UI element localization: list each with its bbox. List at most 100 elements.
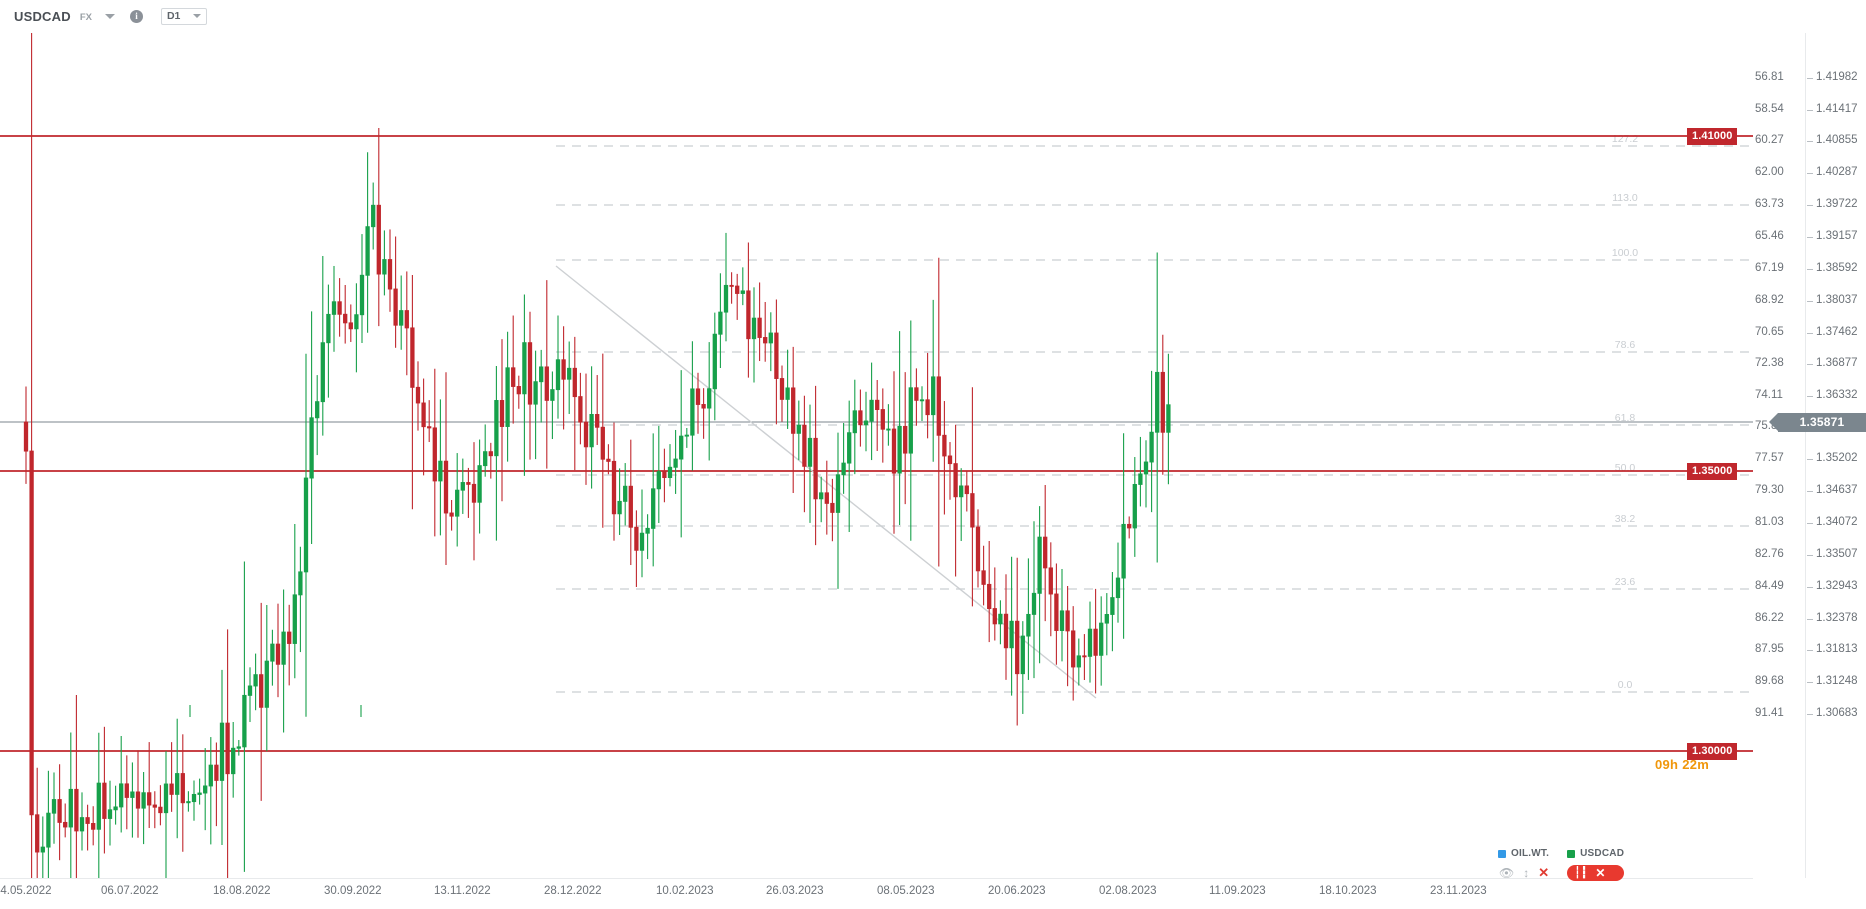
axis-tick-mark — [1807, 204, 1813, 206]
axis-tick-mark — [1807, 109, 1813, 111]
price-axis-tick-row: 56.81 1.41982 — [1753, 71, 1866, 85]
price-axis-tick-row: 82.76 1.33507 — [1753, 548, 1866, 562]
oil-axis-value: 63.73 — [1755, 198, 1784, 210]
price-alert-lines — [0, 135, 1753, 752]
symbol-name[interactable]: USDCAD — [14, 8, 71, 24]
time-axis-label: 06.07.2022 — [101, 885, 159, 897]
price-alert-badge[interactable]: 1.41000 — [1687, 127, 1738, 145]
price-axis-value: 1.35202 — [1816, 452, 1858, 464]
oil-axis-value: 58.54 — [1755, 103, 1784, 115]
oil-axis-value: 87.95 — [1755, 643, 1784, 655]
svg-text:23.6: 23.6 — [1615, 576, 1636, 588]
legend-usdcad-label: USDCAD — [1580, 848, 1625, 859]
bar-countdown-timer: 09h 22m — [1655, 757, 1710, 772]
price-axis-value: 1.40855 — [1816, 134, 1858, 146]
price-axis-value: 1.32943 — [1816, 580, 1858, 592]
time-axis-label: 18.08.2022 — [213, 885, 271, 897]
eye-icon[interactable]: 👁 — [1499, 865, 1515, 880]
close-icon[interactable]: ✕ — [1595, 866, 1606, 880]
oil-axis-value: 56.81 — [1755, 71, 1784, 83]
price-axis-value: 1.39722 — [1816, 198, 1858, 210]
axis-tick-mark — [1807, 236, 1813, 238]
time-axis-label: 26.03.2023 — [766, 885, 824, 897]
svg-text:0.0: 0.0 — [1618, 679, 1633, 691]
price-axis-tick-row: 84.49 1.32943 — [1753, 580, 1866, 594]
oil-axis-value: 74.11 — [1755, 389, 1783, 401]
price-axis-tick-row: 79.30 1.34637 — [1753, 484, 1866, 498]
price-axis-value: 1.31248 — [1816, 675, 1858, 687]
price-axis[interactable]: 56.81 1.41982 58.54 1.41417 60.27 1.40855 62.0… — [1753, 33, 1866, 878]
price-alert-badge[interactable]: 1.30000 — [1687, 742, 1738, 760]
price-alert-value: 1.35000 — [1692, 465, 1733, 477]
oil-axis-value: 68.92 — [1755, 294, 1784, 306]
axis-divider — [1805, 33, 1806, 878]
price-axis-tick-row: 77.57 1.35202 — [1753, 452, 1866, 466]
chart-toolbar: USDCAD FX i D1 — [0, 0, 1866, 33]
oil-axis-value: 67.19 — [1755, 262, 1784, 274]
time-axis[interactable]: 24.05.2022 06.07.2022 18.08.2022 30.09.2022… — [0, 878, 1866, 909]
price-axis-value: 1.31813 — [1816, 643, 1858, 655]
oil-axis-value: 82.76 — [1755, 548, 1784, 560]
price-axis-tick-row: 68.92 1.38037 — [1753, 294, 1866, 308]
axis-tick-mark — [1807, 681, 1813, 683]
svg-text:127.2: 127.2 — [1612, 133, 1638, 145]
chart-plot-area[interactable]: 127.2 113.0 100.0 78.6 61.8 50.0 38.2 23.6 0.0 0… — [0, 33, 1753, 878]
price-axis-tick-row: 72.38 1.36877 — [1753, 357, 1866, 371]
axis-tick-mark — [1807, 490, 1813, 492]
time-axis-label: 11.09.2023 — [1209, 885, 1266, 897]
legend-oil-header: OIL.WT. — [1498, 846, 1549, 861]
time-axis-label: 02.08.2023 — [1099, 885, 1157, 897]
legend-oil-color-swatch — [1498, 849, 1506, 858]
oil-axis-value: 86.22 — [1755, 612, 1784, 624]
axis-tick-mark — [1807, 268, 1813, 270]
legend-oil-label: OIL.WT. — [1511, 848, 1550, 859]
trendline — [555, 265, 1097, 699]
axis-tick-mark — [1807, 332, 1813, 334]
axis-tick-mark — [1807, 649, 1813, 651]
svg-text:38.2: 38.2 — [1615, 513, 1636, 525]
price-alert-badge[interactable]: 1.35000 — [1687, 462, 1738, 480]
time-axis-label: 10.02.2023 — [656, 885, 714, 897]
axis-tick-mark — [1807, 458, 1813, 460]
price-axis-tick-row: 87.95 1.31813 — [1753, 643, 1866, 657]
price-axis-value: 1.41417 — [1816, 103, 1858, 115]
symbol-category-label: FX — [79, 11, 92, 23]
current-price-badge: 1.35871 — [1778, 412, 1866, 432]
timeframe-selector[interactable]: D1 — [160, 7, 207, 25]
legend-item-oil[interactable]: OIL.WT. 👁 ↕ ✕ — [1498, 846, 1549, 890]
axis-tick-mark — [1807, 395, 1813, 397]
svg-text:100.0: 100.0 — [1612, 247, 1638, 259]
axis-tick-mark — [1807, 554, 1813, 556]
price-axis-tick-row: 91.41 1.30683 — [1753, 707, 1866, 721]
symbol-dropdown-chevron-down-icon[interactable] — [104, 13, 115, 19]
oil-axis-value: 84.49 — [1755, 580, 1784, 592]
oil-axis-value: 77.57 — [1755, 452, 1784, 464]
time-axis-label: 23.11.2023 — [1430, 885, 1487, 897]
time-axis-label: 13.11.2022 — [434, 885, 491, 897]
price-axis-value: 1.34072 — [1816, 516, 1858, 528]
price-axis-tick-row: 70.65 1.37462 — [1753, 326, 1866, 340]
axis-tick-mark — [1807, 300, 1813, 302]
info-icon[interactable]: i — [129, 9, 143, 23]
price-axis-value: 1.34637 — [1816, 484, 1858, 496]
price-axis-tick-row: 67.19 1.38592 — [1753, 262, 1866, 276]
legend-usdcad-controls[interactable]: ┆┇ ✕ — [1567, 865, 1625, 881]
price-alert-value: 1.41000 — [1692, 130, 1733, 142]
chart-legend[interactable]: OIL.WT. 👁 ↕ ✕ USDCAD ┆┇ ✕ — [1498, 846, 1625, 890]
time-axis-label: 08.05.2023 — [877, 885, 935, 897]
timeframe-chevron-down-icon — [192, 14, 201, 18]
current-price-arrow-icon — [1769, 412, 1778, 431]
oil-axis-value: 60.27 — [1755, 134, 1784, 146]
time-axis-label: 20.06.2023 — [988, 885, 1046, 897]
legend-item-usdcad[interactable]: USDCAD ┆┇ ✕ — [1567, 846, 1625, 890]
oil-axis-value: 79.30 — [1755, 484, 1784, 496]
legend-oil-controls[interactable]: 👁 ↕ ✕ — [1498, 866, 1549, 879]
candlestick-icon[interactable]: ┆┇ — [1574, 866, 1588, 879]
price-axis-tick-row: 63.73 1.39722 — [1753, 198, 1866, 212]
price-axis-value: 1.33507 — [1816, 548, 1858, 560]
oil-volume-series — [189, 705, 362, 717]
close-icon[interactable]: ✕ — [1538, 865, 1550, 880]
oil-axis-value: 91.41 — [1755, 707, 1784, 719]
sort-updown-icon[interactable]: ↕ — [1523, 865, 1530, 880]
